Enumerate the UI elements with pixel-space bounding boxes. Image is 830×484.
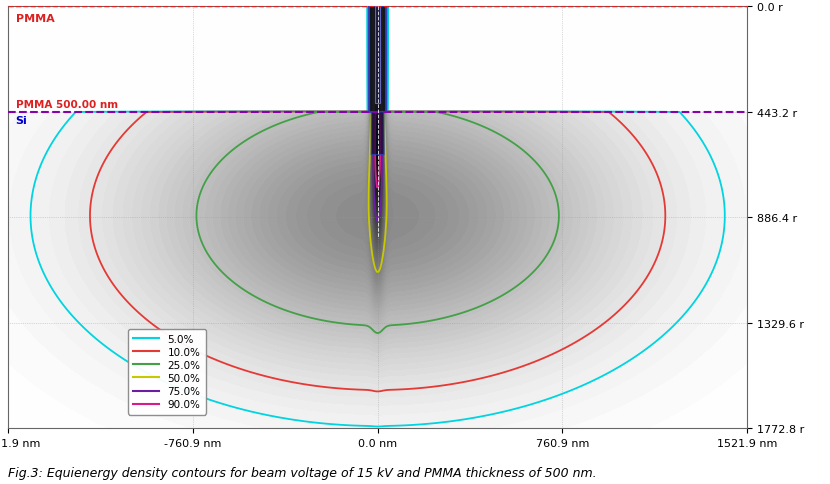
- Legend: 5.0%, 10.0%, 25.0%, 50.0%, 75.0%, 90.0%: 5.0%, 10.0%, 25.0%, 50.0%, 75.0%, 90.0%: [128, 329, 206, 415]
- FancyBboxPatch shape: [371, 113, 384, 155]
- Text: PMMA: PMMA: [16, 15, 54, 24]
- Text: PMMA 500.00 nm: PMMA 500.00 nm: [16, 100, 118, 110]
- Text: Fig.3: Equienergy density contours for beam voltage of 15 kV and PMMA thickness : Fig.3: Equienergy density contours for b…: [8, 466, 597, 479]
- Text: Si: Si: [16, 116, 27, 126]
- Bar: [375, 7, 380, 104]
- Bar: [369, 7, 386, 113]
